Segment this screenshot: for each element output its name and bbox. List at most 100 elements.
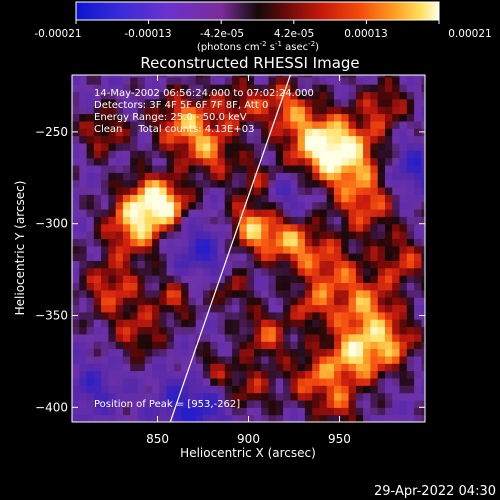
image-pixel [312, 216, 321, 225]
image-pixel [108, 194, 117, 203]
image-pixel [159, 414, 168, 422]
image-pixel [406, 400, 415, 408]
image-pixel [392, 223, 401, 232]
image-pixel [181, 194, 190, 203]
image-pixel [79, 414, 88, 422]
image-pixel [312, 238, 321, 247]
image-pixel [203, 216, 211, 225]
image-pixel [210, 135, 219, 144]
image-pixel [319, 370, 328, 379]
image-pixel [122, 209, 131, 217]
image-pixel [304, 179, 313, 188]
image-pixel [414, 275, 422, 283]
image-pixel [195, 194, 204, 203]
image-pixel [261, 267, 270, 276]
image-pixel [312, 267, 321, 276]
image-pixel [130, 253, 139, 261]
image-pixel [421, 341, 425, 350]
image-pixel [283, 135, 291, 144]
image-pixel [261, 289, 270, 298]
image-pixel [232, 377, 240, 386]
image-pixel [392, 165, 401, 173]
image-pixel [370, 120, 379, 129]
image-pixel [377, 76, 386, 85]
image-pixel [195, 392, 204, 401]
image-pixel [166, 113, 175, 122]
image-pixel [268, 414, 277, 422]
image-pixel [239, 341, 248, 350]
image-pixel [268, 120, 277, 129]
image-pixel [414, 355, 422, 364]
image-pixel [399, 165, 408, 173]
image-pixel [137, 201, 146, 210]
image-pixel [210, 253, 219, 261]
image-pixel [159, 135, 168, 144]
image-pixel [159, 150, 168, 159]
image-pixel [86, 172, 95, 181]
image-pixel [181, 75, 190, 78]
image-pixel [181, 414, 190, 422]
image-pixel [210, 260, 219, 269]
image-pixel [385, 179, 393, 188]
image-pixel [108, 363, 117, 372]
image-pixel [363, 363, 371, 372]
image-pixel [108, 150, 117, 159]
image-pixel [217, 385, 226, 394]
image-pixel [239, 231, 248, 239]
image-pixel [122, 407, 131, 416]
image-pixel [254, 297, 262, 306]
image-pixel [152, 407, 160, 416]
image-pixel [254, 414, 262, 422]
image-pixel [370, 289, 379, 298]
image-pixel [195, 142, 204, 151]
image-pixel [210, 363, 219, 372]
image-pixel [246, 297, 255, 306]
image-pixel [312, 194, 321, 203]
image-pixel [377, 179, 386, 188]
image-pixel [341, 385, 350, 394]
image-pixel [385, 128, 393, 137]
image-pixel [370, 400, 379, 408]
image-pixel [144, 370, 153, 379]
image-pixel [392, 157, 401, 166]
image-pixel [312, 75, 321, 78]
image-pixel [152, 106, 160, 115]
image-pixel [144, 142, 153, 151]
image-pixel [283, 377, 291, 386]
image-pixel [173, 311, 182, 320]
image-pixel [304, 150, 313, 159]
image-pixel [93, 165, 102, 173]
image-pixel [93, 267, 102, 276]
image-pixel [195, 172, 204, 181]
image-pixel [152, 385, 160, 394]
image-pixel [334, 201, 342, 210]
image-pixel [334, 319, 342, 328]
image-pixel [152, 253, 160, 261]
image-pixel [312, 172, 321, 181]
image-pixel [130, 76, 139, 85]
image-pixel [392, 91, 401, 100]
image-pixel [385, 326, 393, 335]
image-pixel [392, 179, 401, 188]
image-pixel [173, 113, 182, 122]
image-pixel [348, 348, 357, 357]
info-line: Energy Range: 25.0 - 50.0 keV [94, 112, 247, 123]
image-pixel [72, 333, 80, 342]
image-pixel [355, 289, 364, 298]
image-pixel [421, 348, 425, 357]
units-mid: s [267, 42, 275, 53]
image-pixel [319, 75, 328, 78]
image-pixel [152, 91, 160, 100]
image-pixel [385, 319, 393, 328]
image-pixel [370, 223, 379, 232]
image-pixel [144, 414, 153, 422]
image-pixel [108, 120, 117, 129]
image-pixel [181, 187, 190, 195]
image-pixel [406, 76, 415, 85]
image-pixel [224, 341, 233, 350]
image-pixel [363, 179, 371, 188]
image-pixel [122, 348, 131, 357]
image-pixel [137, 84, 146, 93]
image-pixel [86, 253, 95, 261]
image-pixel [363, 289, 371, 298]
